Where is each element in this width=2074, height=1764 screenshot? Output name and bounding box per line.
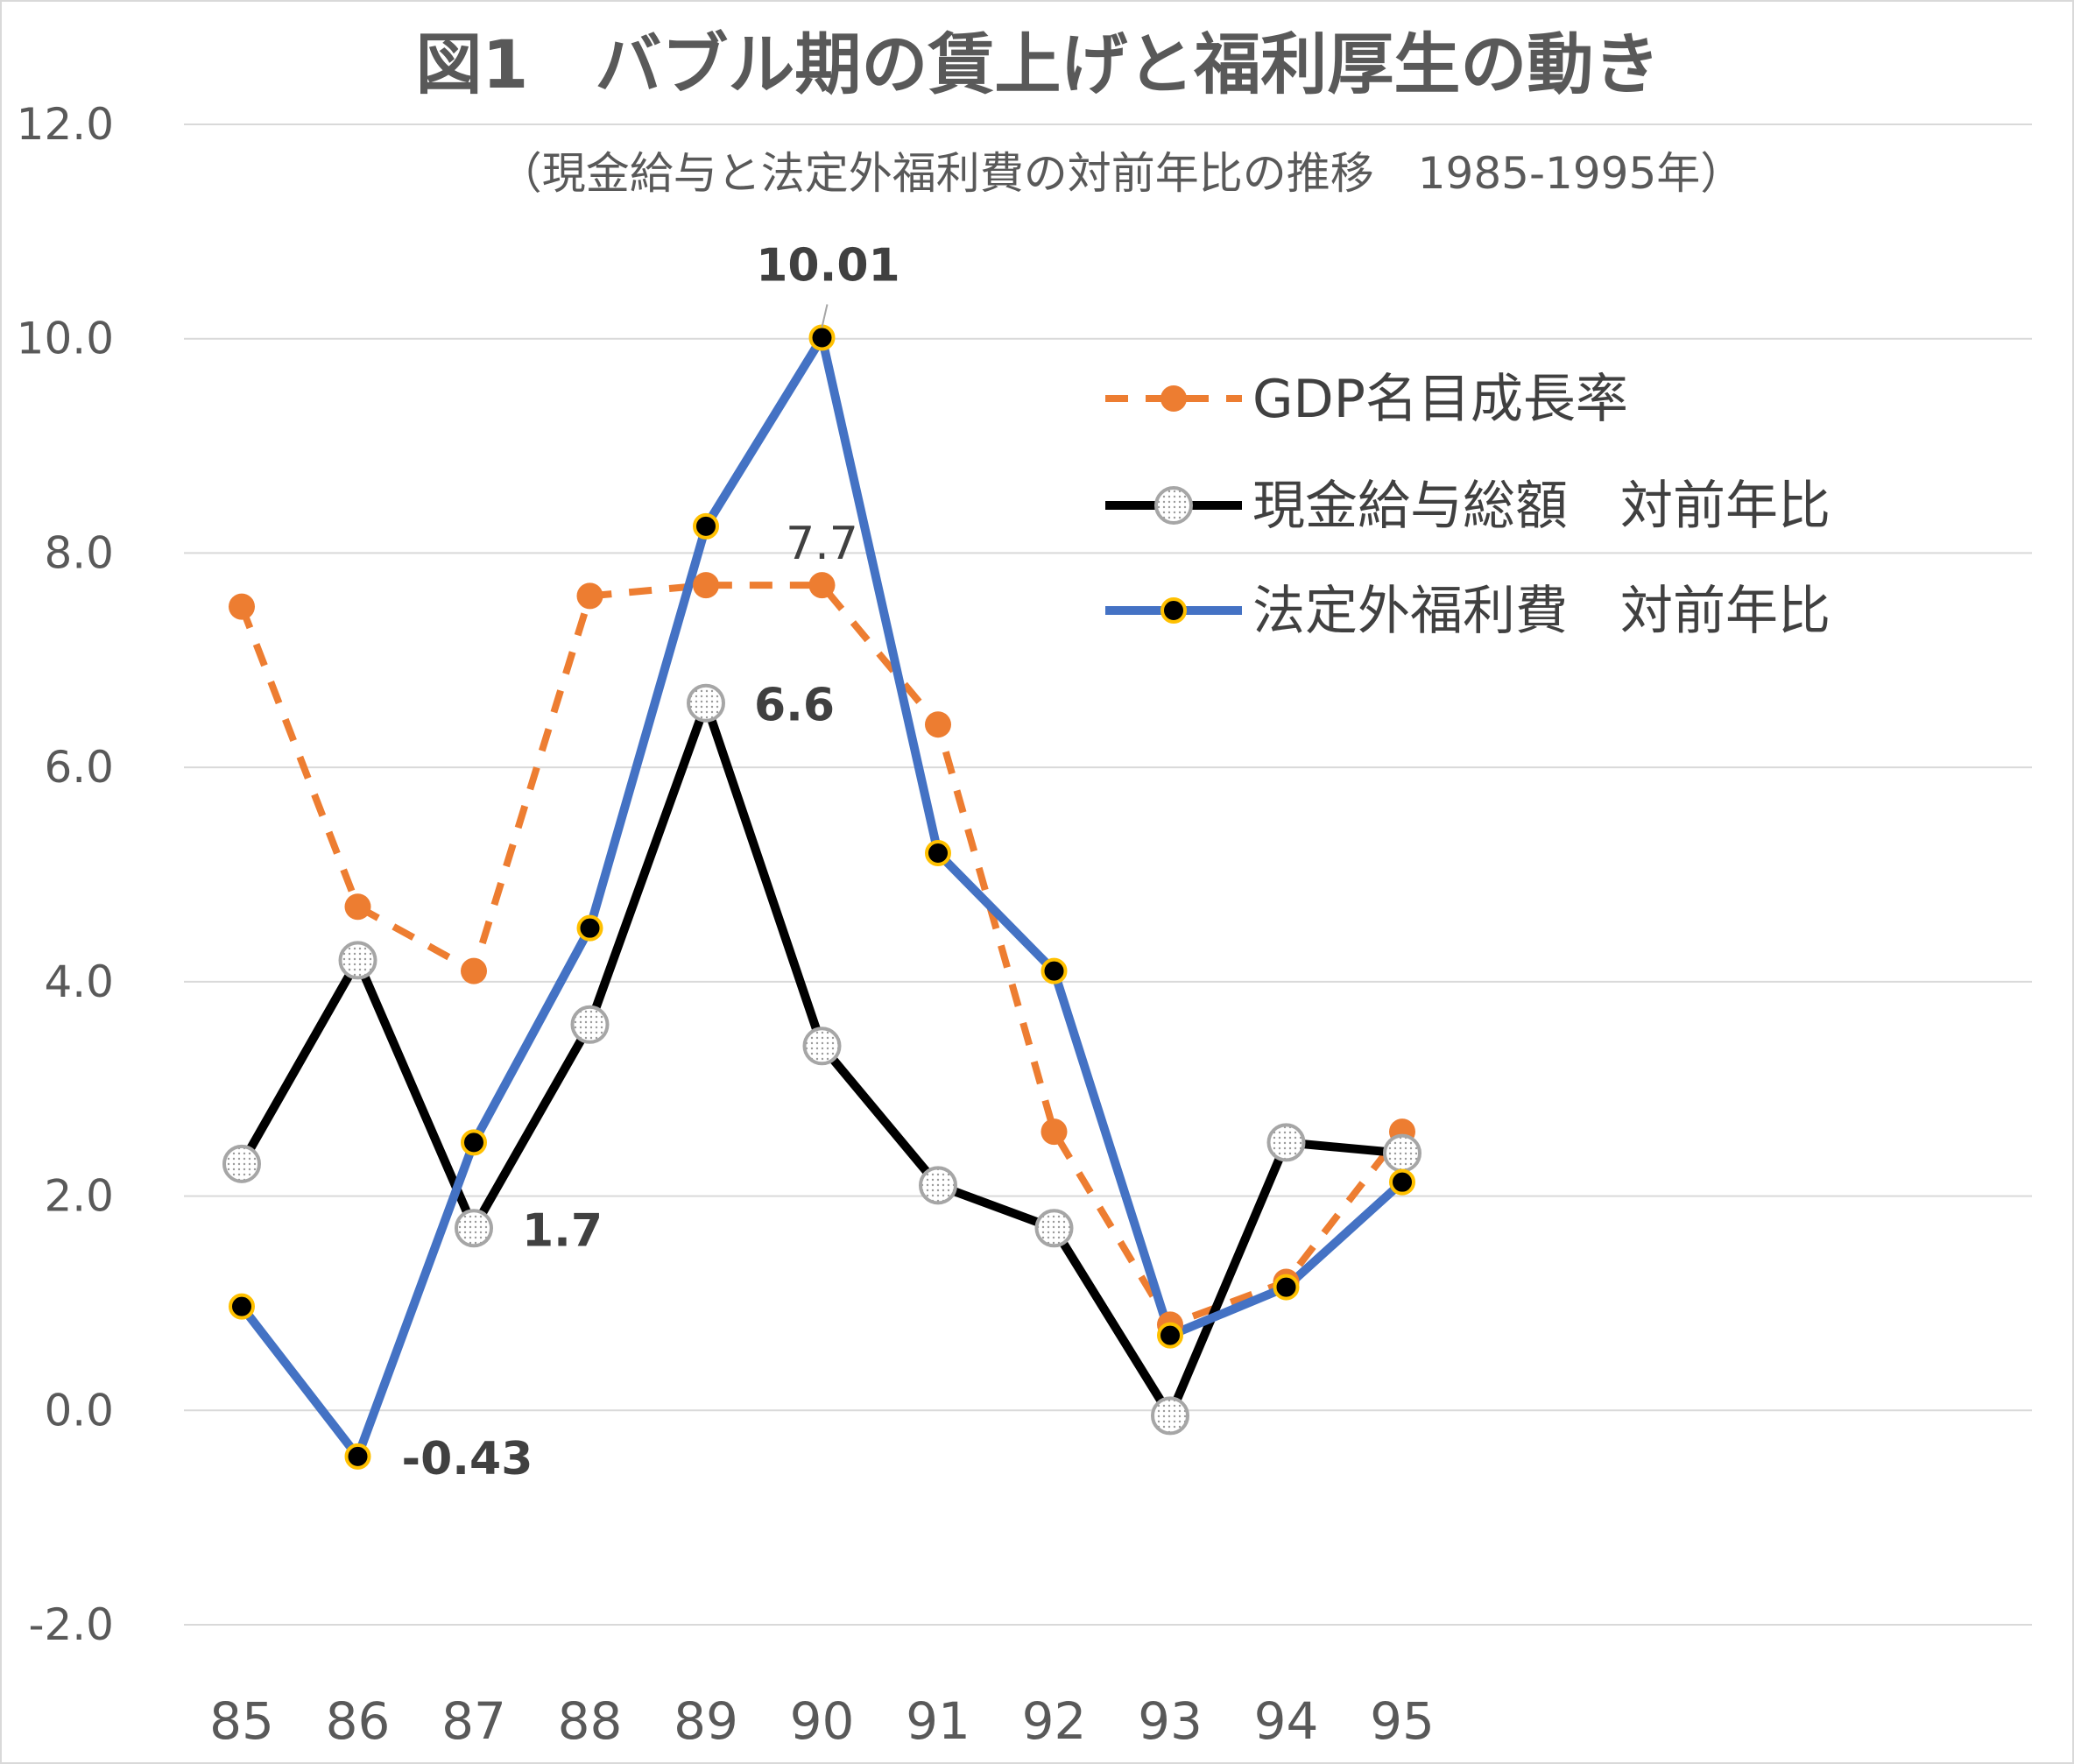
y-tick-label: 12.0 (17, 99, 114, 150)
data-point-s1-9 (1266, 1123, 1306, 1162)
data-point-s0-2 (461, 957, 487, 984)
data-point-s1-1 (338, 941, 377, 980)
data-point-s0-0 (229, 593, 255, 620)
series-line-0 (238, 582, 1406, 1329)
y-tick-label: 2.0 (44, 1171, 114, 1222)
data-label: 1.7 (522, 1204, 603, 1257)
data-label: 6.6 (754, 680, 835, 732)
legend-label-0: GDP名目成長率 (1252, 369, 1628, 430)
x-tick-label: 89 (674, 1691, 738, 1751)
data-point-s1-2 (455, 1209, 493, 1248)
chart-title: 図1 バブル期の賃上げと福利厚生の動き (416, 25, 1661, 103)
data-point-s2-6 (925, 840, 951, 867)
data-point-s1-4 (687, 683, 725, 723)
data-point-s0-1 (344, 893, 371, 921)
legend-marker-0 (1160, 385, 1187, 412)
x-tick-label: 91 (906, 1691, 970, 1751)
x-tick-label: 86 (326, 1691, 391, 1751)
x-tick-label: 85 (209, 1691, 274, 1751)
data-point-s0-4 (693, 572, 719, 599)
x-tick-label: 93 (1138, 1691, 1203, 1751)
y-tick-label: 10.0 (17, 314, 114, 364)
x-tick-label: 90 (790, 1691, 855, 1751)
data-point-s1-5 (802, 1027, 842, 1066)
data-label: 7.7 (786, 518, 858, 570)
data-point-s1-0 (222, 1144, 261, 1183)
series-markers (222, 324, 1421, 1470)
data-point-s2-3 (576, 914, 603, 942)
data-point-s1-7 (1034, 1209, 1074, 1248)
chart-subtitle: （現金給与と法定外福利費の対前年比の推移 1985-1995年） (498, 148, 1745, 199)
data-point-s2-8 (1157, 1322, 1183, 1349)
y-tick-label: 0.0 (44, 1385, 114, 1436)
data-point-s2-1 (344, 1443, 371, 1470)
data-point-s0-6 (925, 711, 951, 738)
legend-marker-1 (1154, 486, 1193, 525)
y-axis-ticks: -2.0 0.0 2.0 4.0 6.0 8.0 10.0 12.0 (17, 99, 114, 1650)
data-point-s2-4 (693, 512, 719, 540)
x-tick-label: 92 (1022, 1691, 1087, 1751)
legend-label-1: 現金給与総額 対前年比 (1252, 476, 1831, 537)
data-point-s2-2 (461, 1129, 487, 1156)
y-tick-label: -2.0 (28, 1599, 114, 1650)
data-point-s2-10 (1389, 1168, 1415, 1196)
data-point-s0-7 (1041, 1118, 1068, 1146)
data-point-s2-7 (1041, 957, 1068, 984)
legend-marker-2 (1160, 597, 1187, 624)
x-tick-label: 94 (1254, 1691, 1319, 1751)
x-tick-label: 95 (1370, 1691, 1435, 1751)
data-point-s1-10 (1383, 1133, 1421, 1173)
y-tick-label: 8.0 (44, 527, 114, 578)
legend-label-2: 法定外福利費 対前年比 (1252, 581, 1831, 642)
data-point-s2-9 (1273, 1274, 1300, 1301)
y-tick-label: 4.0 (44, 956, 114, 1007)
data-labels: 10.01 7.7 6.6 1.7 -0.43 (402, 239, 900, 1485)
x-axis-ticks: 85 86 87 88 89 90 91 92 93 94 95 (209, 1691, 1435, 1751)
data-point-s1-3 (570, 1005, 610, 1044)
data-point-s2-5 (808, 324, 836, 351)
data-point-s1-8 (1151, 1396, 1189, 1436)
data-point-s2-0 (229, 1293, 255, 1320)
data-label: 10.01 (756, 239, 899, 292)
data-point-s0-5 (808, 572, 836, 599)
y-tick-label: 6.0 (44, 742, 114, 793)
data-point-s1-6 (919, 1166, 957, 1205)
x-tick-label: 87 (441, 1691, 506, 1751)
leader-line (821, 304, 829, 328)
data-point-s0-3 (576, 582, 603, 610)
x-tick-label: 88 (558, 1691, 623, 1751)
data-label: -0.43 (402, 1433, 533, 1485)
